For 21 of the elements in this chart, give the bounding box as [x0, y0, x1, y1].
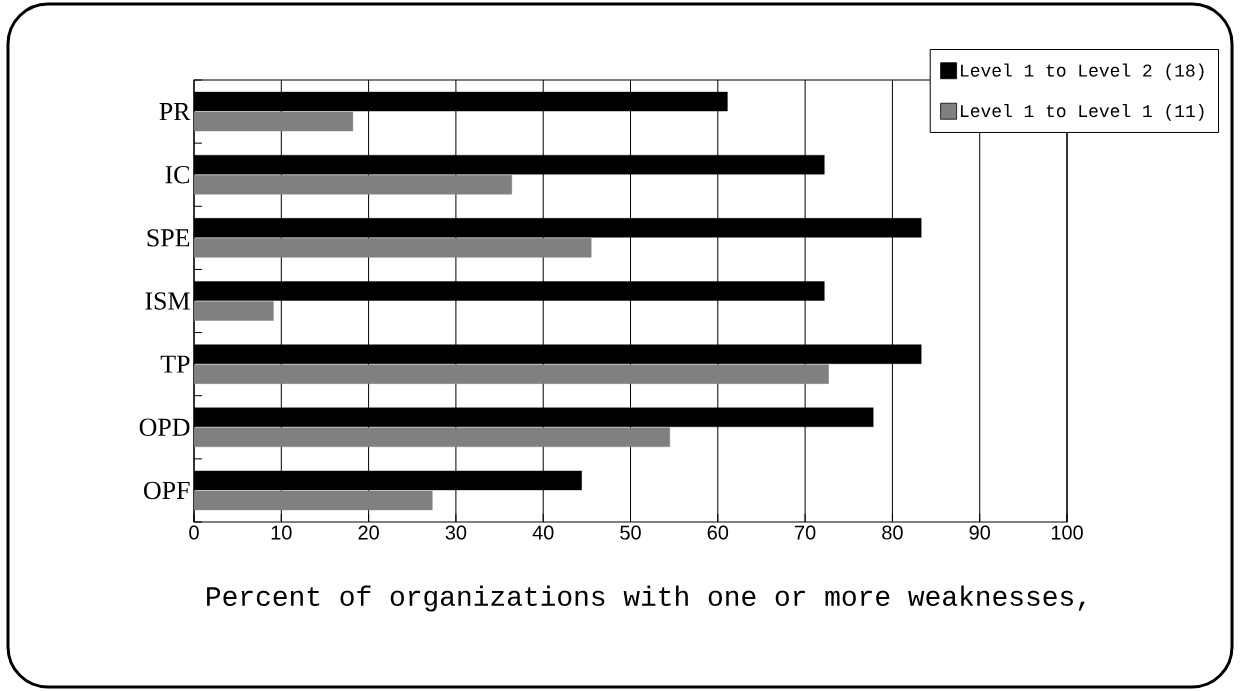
x-tick-label: 0 [189, 525, 199, 540]
x-tick-label: 90 [969, 525, 990, 540]
x-tick-label: 50 [620, 525, 641, 540]
legend-label: Level 1 to Level 2 (18) [961, 63, 1204, 81]
legend-label: Level 1 to Level 1 (11) [961, 103, 1204, 121]
y-tick-label: OPF [144, 481, 190, 500]
x-tick-label: 40 [532, 525, 554, 540]
y-tick-label: TP [160, 355, 190, 373]
x-tick-label: 100 [1051, 525, 1083, 540]
x-tick-label: 70 [795, 525, 816, 540]
x-axis-title: Percent of organizations with one or more weaknesses, [207, 585, 1085, 612]
y-tick-label: SPE [147, 229, 190, 247]
y-tick-label: PR [159, 103, 191, 121]
y-tick-label: IC [165, 166, 190, 184]
y-tick-label: OPD [139, 418, 190, 436]
x-tick-label: 60 [707, 525, 729, 540]
y-tick-label: ISM [145, 292, 190, 310]
x-tick-label: 80 [882, 525, 903, 540]
x-tick-label: 30 [445, 525, 467, 540]
x-tick-label: 10 [271, 525, 292, 540]
x-tick-label: 20 [358, 525, 379, 540]
